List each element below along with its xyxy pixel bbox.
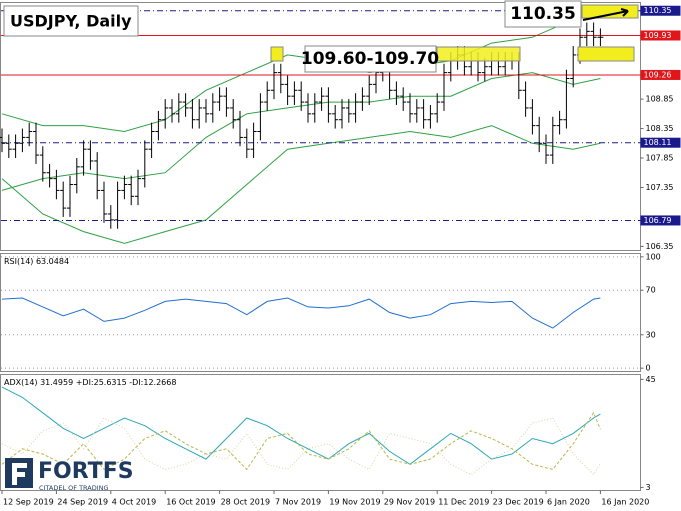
callout-arrow (582, 8, 629, 21)
x-tick-label: 12 Sep 2019 (3, 498, 54, 507)
callout-box (504, 0, 582, 28)
x-tick-label: 16 Oct 2019 (166, 498, 215, 507)
level-label-box (640, 215, 681, 226)
title-box (3, 5, 139, 37)
level-label: 109.93 (644, 31, 672, 40)
x-tick-label: 24 Sep 2019 (57, 498, 108, 507)
level-label-box (640, 30, 681, 41)
logo-name: FORTFS (38, 459, 134, 484)
level-label-box (640, 5, 681, 16)
zone-box (270, 46, 284, 62)
y-tick-label: 100 (646, 252, 661, 261)
logo-tagline: CITADEL OF TRADING (39, 484, 109, 492)
y-tick-label: 70 (646, 286, 656, 295)
level-label: 108.11 (644, 138, 672, 147)
callout: 109.60-109.70 (301, 49, 439, 69)
x-tick-label: 16 Jan 2020 (601, 498, 649, 507)
panel-label: ADX(14) 31.4959 +DI:25.6315 -DI:12.2668 (4, 378, 176, 387)
price-frame (0, 2, 641, 251)
zone-box (581, 4, 639, 19)
x-tick-label: 23 Dec 2019 (493, 498, 544, 507)
level-label-box (640, 69, 681, 80)
chart-title: USDJPY, Daily (10, 12, 132, 31)
level-label-box (640, 137, 681, 148)
y-tick-label: 107.85 (646, 154, 674, 163)
y-tick-label: 3 (646, 483, 651, 492)
y-tick-label: 107.35 (646, 183, 674, 192)
y-tick-label: 45 (646, 375, 656, 384)
panel-label: RSI(14) 63.0484 (4, 257, 69, 266)
level-label: 109.26 (644, 70, 672, 79)
x-tick-label: 6 Jan 2020 (547, 498, 590, 507)
indicator-line (1, 411, 601, 471)
indicator-line (1, 386, 601, 465)
plots: 106.35 107.35 107.85 108.35 108.85 110.35 109.… (0, 5, 681, 507)
level-label: 110.35 (644, 6, 672, 15)
x-tick-label: 7 Nov 2019 (275, 498, 321, 507)
x-tick-label: 19 Nov 2019 (329, 498, 380, 507)
indicator-line (1, 297, 601, 329)
rsi-frame (0, 253, 641, 372)
y-tick-label: 108.85 (646, 95, 674, 104)
adx-frame (0, 374, 641, 491)
bollinger-band (1, 125, 601, 244)
zone-box (436, 46, 521, 62)
x-tick-label: 29 Nov 2019 (384, 498, 435, 507)
callout-box (304, 45, 437, 73)
y-tick-label: 106.35 (646, 242, 674, 251)
level-label: 106.79 (644, 216, 672, 225)
y-tick-label: 0 (646, 364, 651, 373)
y-tick-label: 108.35 (646, 124, 674, 133)
callout: 110.35 (510, 4, 576, 24)
x-tick-label: 4 Oct 2019 (112, 498, 156, 507)
zone-box (577, 46, 635, 62)
logo-mark (12, 463, 27, 485)
x-tick-label: 11 Dec 2019 (438, 498, 489, 507)
y-tick-label: 30 (646, 330, 656, 339)
logo: FORTFS CITADEL OF TRADING (5, 458, 134, 492)
x-tick-label: 28 Oct 2019 (221, 498, 270, 507)
